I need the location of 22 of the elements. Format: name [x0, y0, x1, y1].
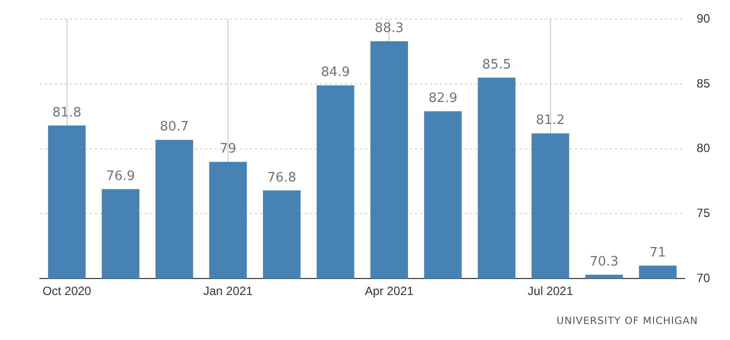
data-label: 88.3 — [374, 21, 404, 36]
y-tick-label: 70 — [696, 270, 710, 285]
x-tick-label: Oct 2020 — [42, 284, 92, 298]
data-label: 76.8 — [267, 170, 296, 186]
data-label: 70.3 — [590, 254, 619, 270]
data-label: 76.9 — [106, 168, 136, 184]
x-tick-label: Apr 2021 — [364, 284, 414, 298]
data-label: 81.2 — [536, 113, 565, 128]
text: UNIVERSITY OF MICHIGAN — [556, 316, 698, 327]
data-label: 82.9 — [428, 91, 458, 106]
y-tick-label: 75 — [696, 206, 710, 220]
y-tick-label: 90 — [696, 12, 710, 26]
y-tick-label: 80 — [696, 141, 710, 156]
y-tick-label: 85 — [696, 76, 710, 90]
data-label: 81.8 — [52, 105, 82, 120]
x-tick-label: Jul 2021 — [528, 284, 574, 298]
data-label: 79 — [220, 142, 236, 157]
data-label: 85.5 — [482, 57, 512, 72]
x-tick-label: Jan 2021 — [203, 284, 254, 298]
data-label: 71 — [650, 246, 666, 261]
data-label: 80.7 — [160, 120, 189, 135]
data-label: 84.9 — [320, 65, 350, 80]
